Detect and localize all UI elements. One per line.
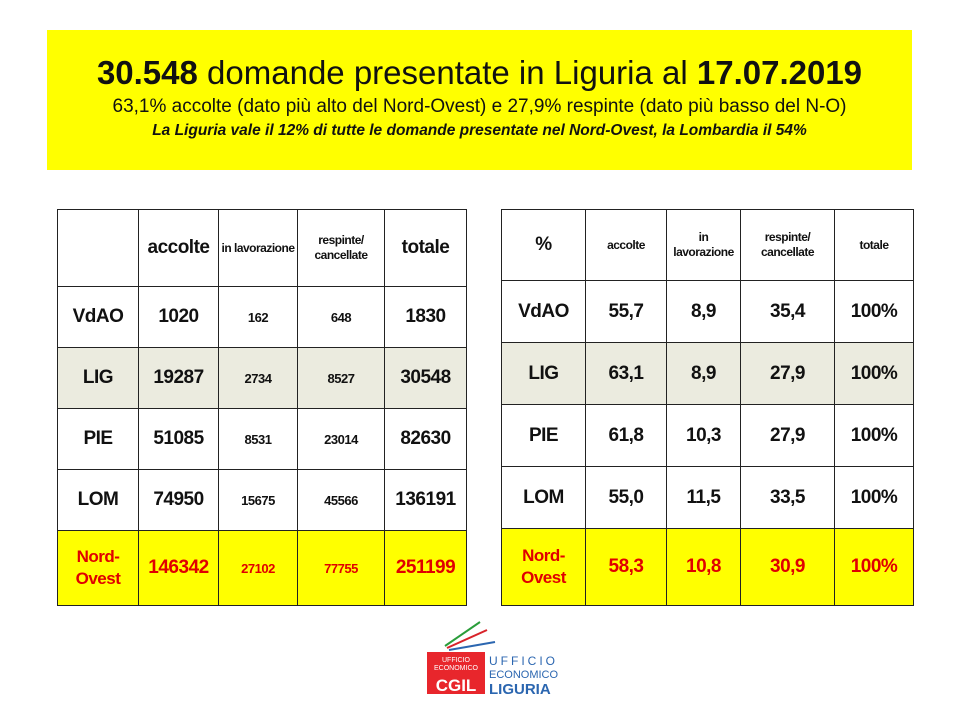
table-row: PIE 61,8 10,3 27,9 100% <box>501 404 914 467</box>
row-label: LIG <box>57 347 139 409</box>
table-row: LIG 19287 2734 8527 30548 <box>57 347 467 409</box>
table-row: LOM 74950 15675 45566 136191 <box>57 469 467 531</box>
cell: 35,4 <box>740 280 835 343</box>
header-row: accolte in lavorazione respinte/ cancellat… <box>57 209 467 287</box>
cell: 61,8 <box>585 404 667 467</box>
cell: 11,5 <box>666 466 741 529</box>
cell: 8,9 <box>666 342 741 405</box>
cell: 100% <box>834 404 914 467</box>
column-header: respinte/ cancellate <box>740 209 835 281</box>
row-label: Nord- Ovest <box>501 528 586 606</box>
cell: 100% <box>834 528 914 606</box>
row-label: Nord- Ovest <box>57 530 139 606</box>
row-label: LIG <box>501 342 586 405</box>
row-label: PIE <box>57 408 139 470</box>
cell: 251199 <box>384 530 467 606</box>
cell: 8527 <box>297 347 385 409</box>
svg-text:ECONOMICO: ECONOMICO <box>434 665 479 672</box>
svg-text:UFFICIO: UFFICIO <box>489 654 558 668</box>
column-header <box>57 209 139 287</box>
svg-text:CGIL: CGIL <box>436 676 477 695</box>
table-row: Nord- Ovest 58,3 10,8 30,9 100% <box>501 528 914 606</box>
cell: 77755 <box>297 530 385 606</box>
cell: 1830 <box>384 286 467 348</box>
cell: 51085 <box>138 408 219 470</box>
cell: 15675 <box>218 469 298 531</box>
subtitle: 63,1% accolte (dato più alto del Nord-Ov… <box>112 96 847 117</box>
column-header: % <box>501 209 586 281</box>
column-header: accolte <box>138 209 219 287</box>
cell: 82630 <box>384 408 467 470</box>
cell: 55,7 <box>585 280 667 343</box>
note: La Liguria vale il 12% di tutte le doman… <box>152 122 807 139</box>
cell: 74950 <box>138 469 219 531</box>
table-row: PIE 51085 8531 23014 82630 <box>57 408 467 470</box>
counts-table: accolte in lavorazione respinte/ cancellat… <box>57 209 467 606</box>
cell: 55,0 <box>585 466 667 529</box>
cell: 648 <box>297 286 385 348</box>
svg-text:ECONOMICO: ECONOMICO <box>489 669 559 681</box>
cell: 2734 <box>218 347 298 409</box>
row-label: PIE <box>501 404 586 467</box>
svg-text:LIGURIA: LIGURIA <box>489 681 551 698</box>
cell: 58,3 <box>585 528 667 606</box>
header-row: % accolte in lavorazione respinte/ cancella… <box>501 209 914 281</box>
cell: 10,3 <box>666 404 741 467</box>
column-header: in lavorazione <box>218 209 298 287</box>
column-header: accolte <box>585 209 667 281</box>
cgil-logo: UFFICIO ECONOMICO CGIL UFFICIO ECONOMICO… <box>427 621 559 698</box>
cell: 63,1 <box>585 342 667 405</box>
cell: 136191 <box>384 469 467 531</box>
cell: 8,9 <box>666 280 741 343</box>
cell: 33,5 <box>740 466 835 529</box>
table-row: LOM 55,0 11,5 33,5 100% <box>501 466 914 529</box>
row-label: LOM <box>57 469 139 531</box>
svg-text:UFFICIO: UFFICIO <box>442 657 471 664</box>
row-label: LOM <box>501 466 586 529</box>
cell: 23014 <box>297 408 385 470</box>
cell: 10,8 <box>666 528 741 606</box>
cell: 27,9 <box>740 342 835 405</box>
table-row: Nord- Ovest 146342 27102 77755 251199 <box>57 530 467 606</box>
table-row: VdAO 55,7 8,9 35,4 100% <box>501 280 914 343</box>
cell: 27,9 <box>740 404 835 467</box>
row-label: VdAO <box>501 280 586 343</box>
cell: 45566 <box>297 469 385 531</box>
cell: 8531 <box>218 408 298 470</box>
row-label: VdAO <box>57 286 139 348</box>
column-header: totale <box>384 209 467 287</box>
cell: 146342 <box>138 530 219 606</box>
table-row: LIG 63,1 8,9 27,9 100% <box>501 342 914 405</box>
percent-table: % accolte in lavorazione respinte/ cancella… <box>501 209 914 606</box>
cell: 30548 <box>384 347 467 409</box>
column-header: totale <box>834 209 914 281</box>
column-header: in lavorazione <box>666 209 741 281</box>
cell: 162 <box>218 286 298 348</box>
cell: 19287 <box>138 347 219 409</box>
cell: 100% <box>834 280 914 343</box>
cell: 1020 <box>138 286 219 348</box>
title-banner: 30.548 domande presentate in Liguria al … <box>47 30 912 170</box>
cell: 100% <box>834 466 914 529</box>
main-title: 30.548 domande presentate in Liguria al … <box>96 54 863 91</box>
cell: 100% <box>834 342 914 405</box>
cell: 30,9 <box>740 528 835 606</box>
cell: 27102 <box>218 530 298 606</box>
table-row: VdAO 1020 162 648 1830 <box>57 286 467 348</box>
column-header: respinte/ cancellate <box>297 209 385 287</box>
